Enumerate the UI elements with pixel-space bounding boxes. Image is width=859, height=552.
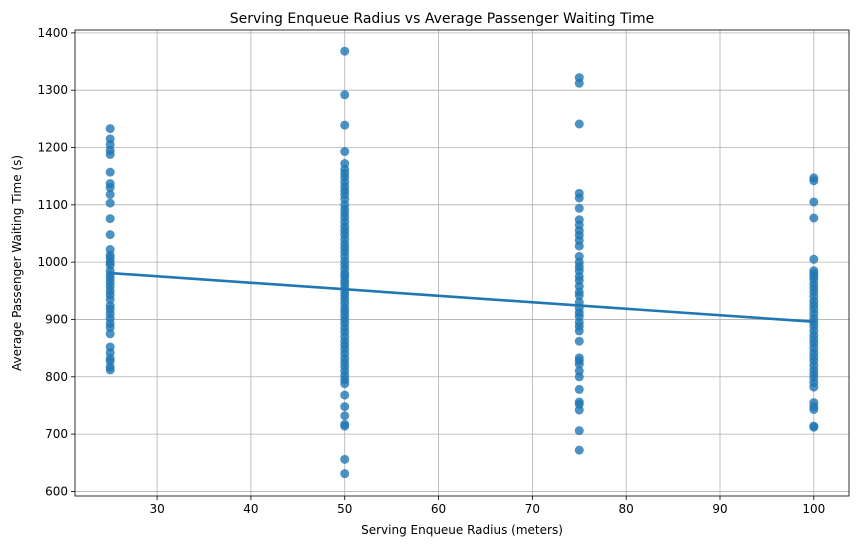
scatter-point	[340, 421, 350, 431]
plot-frame	[74, 29, 850, 497]
scatter-point	[105, 198, 115, 208]
scatter-point	[105, 230, 115, 240]
x-tick-label: 30	[149, 502, 164, 516]
scatter-point	[574, 384, 584, 394]
regression-line	[108, 271, 816, 324]
x-tick-label: 80	[619, 502, 634, 516]
scatter-point	[105, 322, 115, 332]
scatter-point	[105, 329, 115, 339]
y-tick-label: 800	[45, 370, 68, 384]
scatter-point	[340, 120, 350, 130]
scatter-point	[574, 241, 584, 251]
y-tick-label: 1300	[37, 83, 68, 97]
scatter-point	[574, 359, 584, 369]
scatter-point	[809, 176, 819, 186]
y-axis: 600 700 800 900 1000 1100 1200 1300 1400	[37, 26, 75, 498]
scatter-point	[105, 183, 115, 193]
scatter-point	[574, 78, 584, 88]
scatter-point	[809, 197, 819, 207]
scatter-point	[809, 382, 819, 392]
y-tick-label: 900	[45, 312, 68, 326]
scatter-point	[809, 422, 819, 432]
scatter-point	[809, 404, 819, 414]
scatter-point	[340, 411, 350, 421]
scatter-point	[809, 213, 819, 223]
scatter-point	[105, 149, 115, 159]
scatter-point	[574, 336, 584, 346]
regression-line-group	[108, 271, 816, 324]
x-axis-label: Serving Enqueue Radius (meters)	[361, 523, 563, 537]
y-tick-label: 1100	[37, 198, 68, 212]
y-tick-label: 700	[45, 427, 68, 441]
x-axis: 30 40 50 60 70 80 90 100	[149, 496, 825, 516]
scatter-point	[105, 214, 115, 224]
scatter-point	[574, 405, 584, 415]
scatter-point	[105, 294, 115, 304]
scatter-point	[574, 445, 584, 455]
x-tick-label: 100	[802, 502, 825, 516]
scatter-point	[105, 365, 115, 375]
scatter-point	[340, 379, 350, 389]
x-tick-label: 70	[525, 502, 540, 516]
scatter-point	[574, 426, 584, 436]
y-tick-label: 1400	[37, 26, 68, 40]
x-tick-label: 60	[431, 502, 446, 516]
scatter-point	[340, 390, 350, 400]
data-points	[105, 46, 819, 479]
scatter-point	[809, 254, 819, 264]
scatter-point	[105, 124, 115, 134]
scatter-point	[340, 402, 350, 412]
scatter-point	[340, 147, 350, 157]
x-tick-label: 40	[243, 502, 258, 516]
scatter-point	[340, 90, 350, 100]
scatter-point	[340, 46, 350, 56]
scatter-point	[574, 372, 584, 382]
y-tick-label: 600	[45, 484, 68, 498]
x-tick-label: 90	[712, 502, 727, 516]
y-axis-label: Average Passenger Waiting Time (s)	[10, 155, 24, 371]
scatter-point	[340, 454, 350, 464]
scatter-point	[340, 469, 350, 479]
scatter-point	[574, 119, 584, 129]
scatter-point	[574, 290, 584, 300]
scatter-point	[105, 167, 115, 177]
y-tick-label: 1200	[37, 141, 68, 155]
scatter-point	[574, 193, 584, 203]
y-tick-label: 1000	[37, 255, 68, 269]
scatter-point	[105, 190, 115, 200]
chart-title: Serving Enqueue Radius vs Average Passen…	[230, 11, 654, 27]
scatter-point	[574, 326, 584, 336]
scatter-point	[574, 203, 584, 213]
grid	[75, 30, 849, 496]
x-tick-label: 50	[337, 502, 352, 516]
